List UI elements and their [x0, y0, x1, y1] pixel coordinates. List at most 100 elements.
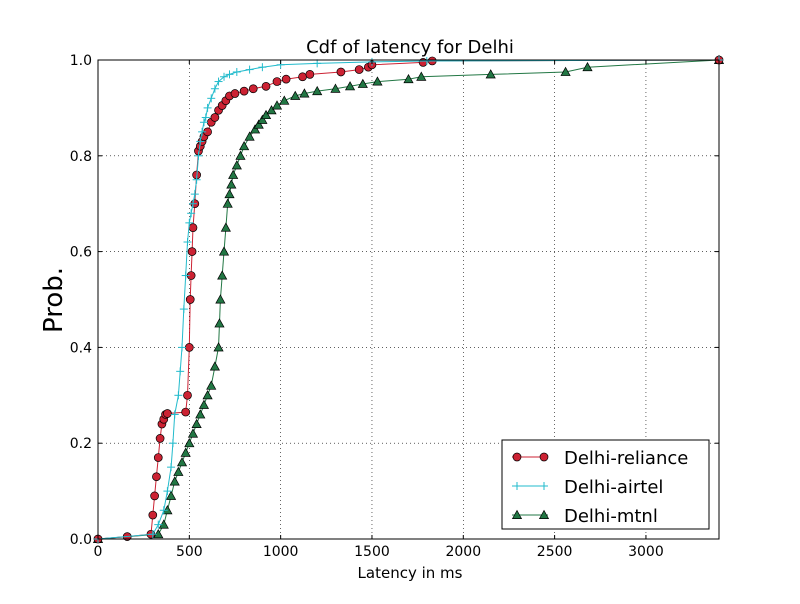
x-tick-label: 0 [94, 544, 103, 560]
data-point [210, 84, 219, 93]
series-layer [92, 54, 725, 544]
data-point [184, 343, 194, 352]
data-point [179, 305, 188, 314]
data-point [245, 65, 254, 74]
data-point [185, 295, 195, 304]
legend-item: Delhi-reliance [512, 448, 688, 469]
data-point [220, 72, 229, 81]
data-point [261, 81, 271, 91]
data-point [560, 66, 571, 76]
data-point [168, 439, 177, 448]
chart-title: Cdf of latency for Delhi [306, 37, 514, 58]
data-point [226, 179, 237, 189]
axis-ticks: 0 500 1000 1500 2000 2500 3000 0.0 0.2 0.4 0.6 0.8 1… [70, 53, 719, 560]
data-point [170, 410, 179, 419]
data-point [298, 72, 307, 82]
legend-item: Delhi-airtel [512, 477, 663, 498]
data-point [239, 86, 249, 96]
data-point [299, 88, 310, 98]
data-point [183, 238, 192, 247]
data-point [192, 175, 201, 184]
data-point [198, 399, 210, 409]
data-point [196, 137, 205, 146]
data-point [188, 223, 198, 232]
x-axis-label: Latency in ms [358, 564, 463, 582]
legend-marker [511, 509, 523, 519]
data-point [148, 530, 157, 539]
data-point [272, 77, 282, 86]
legend-marker [538, 509, 550, 519]
data-point [188, 199, 197, 208]
data-point [163, 409, 172, 418]
data-point [181, 407, 191, 417]
legend-label: Delhi-reliance [564, 448, 688, 469]
plot-frame [97, 59, 720, 540]
data-point [183, 390, 192, 400]
data-point [195, 409, 206, 419]
legend-label: Delhi-airtel [564, 477, 663, 498]
data-point [148, 510, 158, 520]
data-point [152, 472, 161, 482]
data-point [372, 76, 383, 86]
data-point [239, 140, 250, 151]
data-point [313, 59, 322, 68]
legend-marker [512, 452, 522, 462]
data-point [187, 247, 197, 256]
legend-marker [540, 482, 548, 490]
data-point [206, 380, 217, 390]
data-point [279, 95, 290, 105]
data-point [150, 491, 159, 501]
data-point [422, 56, 431, 65]
data-point [217, 270, 228, 280]
data-point [336, 67, 346, 77]
data-point [155, 434, 165, 443]
x-tick-label: 1000 [263, 544, 299, 560]
data-point [187, 428, 199, 438]
data-point [176, 367, 185, 376]
data-point [244, 131, 255, 141]
data-point [305, 70, 315, 79]
data-point [201, 113, 210, 122]
data-point [290, 90, 301, 100]
data-point [187, 209, 196, 218]
data-point [181, 271, 190, 280]
data-point [271, 100, 283, 110]
data-point [215, 294, 226, 304]
x-tick-label: 500 [176, 544, 203, 560]
y-tick-label: 0.0 [70, 532, 92, 548]
data-point [199, 118, 208, 127]
y-tick-label: 1.0 [70, 53, 92, 69]
data-point [403, 73, 414, 84]
series-delhi-mtnl [92, 54, 725, 543]
data-point [190, 190, 199, 199]
data-point [312, 85, 323, 96]
data-point [485, 69, 496, 79]
data-point [198, 127, 207, 136]
data-point [173, 466, 184, 476]
y-axis-label: Prob. [39, 267, 69, 333]
legend: Delhi-reliance Delhi-airtel Delhi-mtnl [501, 439, 710, 530]
data-point [344, 81, 356, 91]
series-delhi-airtel [94, 56, 723, 543]
data-point [213, 342, 224, 352]
legend-label: Delhi-mtnl [564, 506, 658, 527]
data-point [260, 109, 272, 120]
data-point [220, 222, 231, 232]
data-point [207, 94, 216, 103]
data-point [167, 463, 176, 472]
x-tick-label: 1500 [354, 544, 390, 560]
data-point [214, 318, 225, 328]
data-point [169, 476, 180, 486]
data-point [176, 457, 188, 467]
data-point [180, 447, 191, 457]
data-point [178, 343, 187, 352]
data-point [165, 490, 177, 500]
legend-marker [539, 452, 549, 462]
data-point [230, 89, 240, 98]
y-tick-label: 0.2 [70, 436, 92, 452]
data-point [191, 418, 202, 428]
data-point [330, 83, 341, 93]
data-point [159, 506, 168, 515]
